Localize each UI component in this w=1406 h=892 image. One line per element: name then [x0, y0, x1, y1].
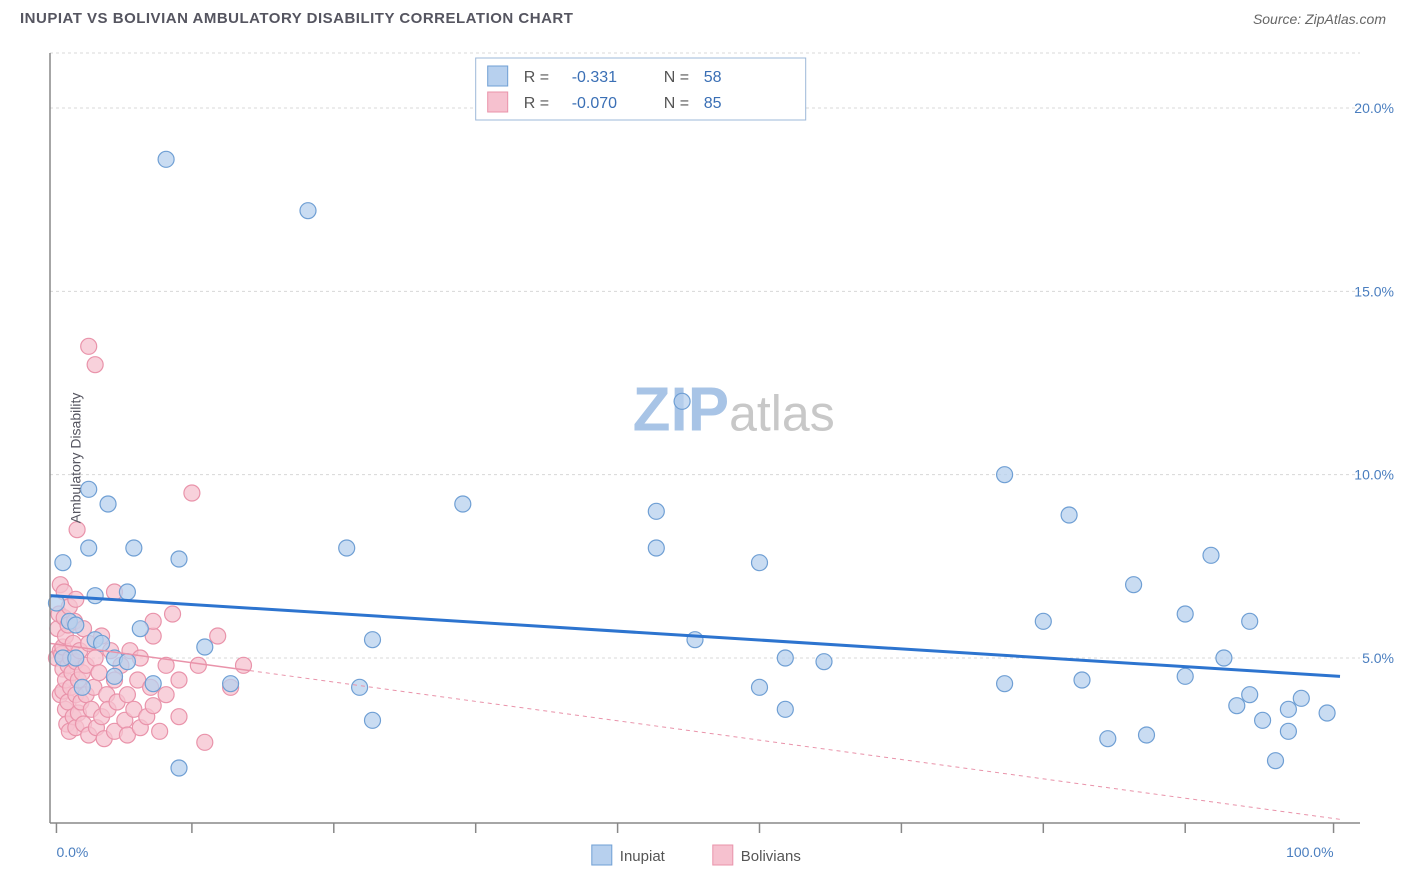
- inupiat-point: [223, 676, 239, 692]
- inupiat-point: [1061, 507, 1077, 523]
- stats-swatch: [488, 66, 508, 86]
- inupiat-point: [687, 632, 703, 648]
- inupiat-point: [197, 639, 213, 655]
- bolivians-point: [81, 338, 97, 354]
- inupiat-point: [674, 393, 690, 409]
- inupiat-point: [119, 584, 135, 600]
- inupiat-point: [648, 503, 664, 519]
- inupiat-point: [68, 617, 84, 633]
- inupiat-point: [55, 555, 71, 571]
- inupiat-point: [1139, 727, 1155, 743]
- inupiat-point: [1216, 650, 1232, 666]
- bolivians-point: [184, 485, 200, 501]
- y-axis-label: Ambulatory Disability: [67, 393, 83, 524]
- inupiat-point: [752, 679, 768, 695]
- inupiat-point: [1242, 613, 1258, 629]
- bolivians-point: [190, 657, 206, 673]
- inupiat-point: [126, 540, 142, 556]
- inupiat-point: [1177, 606, 1193, 622]
- stats-n-value: 58: [704, 69, 722, 86]
- inupiat-point: [158, 151, 174, 167]
- inupiat-point: [648, 540, 664, 556]
- y-tick-label: 5.0%: [1362, 650, 1394, 666]
- bolivians-trend-dashed: [250, 671, 1340, 820]
- bolivians-point: [158, 687, 174, 703]
- bolivians-point: [152, 723, 168, 739]
- inupiat-point: [752, 555, 768, 571]
- y-tick-label: 10.0%: [1354, 467, 1394, 483]
- legend-label: Bolivians: [741, 848, 801, 865]
- x-tick-label: 0.0%: [56, 844, 88, 860]
- inupiat-point: [74, 679, 90, 695]
- inupiat-point: [1319, 705, 1335, 721]
- inupiat-point: [171, 760, 187, 776]
- bolivians-point: [87, 650, 103, 666]
- inupiat-point: [997, 676, 1013, 692]
- inupiat-point: [777, 650, 793, 666]
- bolivians-point: [68, 591, 84, 607]
- stats-n-label: N =: [664, 95, 689, 112]
- stats-r-label: R =: [524, 95, 549, 112]
- stats-n-label: N =: [664, 69, 689, 86]
- inupiat-point: [365, 712, 381, 728]
- bolivians-point: [91, 665, 107, 681]
- x-tick-label: 100.0%: [1286, 844, 1333, 860]
- inupiat-point: [1100, 731, 1116, 747]
- inupiat-point: [300, 203, 316, 219]
- stats-r-label: R =: [524, 69, 549, 86]
- inupiat-point: [81, 540, 97, 556]
- inupiat-point: [1177, 668, 1193, 684]
- inupiat-point: [1074, 672, 1090, 688]
- inupiat-point: [1280, 723, 1296, 739]
- legend-swatch: [713, 845, 733, 865]
- inupiat-point: [100, 496, 116, 512]
- bolivians-point: [171, 709, 187, 725]
- inupiat-point: [1268, 753, 1284, 769]
- inupiat-point: [1035, 613, 1051, 629]
- inupiat-point: [145, 676, 161, 692]
- chart-title: INUPIAT VS BOLIVIAN AMBULATORY DISABILIT…: [20, 10, 573, 27]
- y-tick-label: 15.0%: [1354, 283, 1394, 299]
- inupiat-point: [365, 632, 381, 648]
- inupiat-point: [1229, 698, 1245, 714]
- inupiat-point: [352, 679, 368, 695]
- inupiat-point: [1293, 690, 1309, 706]
- bolivians-point: [171, 672, 187, 688]
- inupiat-point: [997, 467, 1013, 483]
- stats-r-value: -0.070: [572, 95, 617, 112]
- legend-swatch: [592, 845, 612, 865]
- inupiat-point: [87, 588, 103, 604]
- chart-svg: ZIPatlas 0.0% 100.0% 5.0% 10.0% 15.0% 20.0% R =…: [0, 33, 1406, 883]
- inupiat-point: [132, 621, 148, 637]
- inupiat-point: [455, 496, 471, 512]
- bolivians-point: [69, 522, 85, 538]
- inupiat-point: [1255, 712, 1271, 728]
- bolivians-point: [87, 357, 103, 373]
- stats-swatch: [488, 92, 508, 112]
- inupiat-point: [777, 701, 793, 717]
- y-tick-label: 20.0%: [1354, 100, 1394, 116]
- inupiat-point: [119, 654, 135, 670]
- stats-r-value: -0.331: [572, 69, 617, 86]
- inupiat-point: [107, 668, 123, 684]
- inupiat-point: [1280, 701, 1296, 717]
- inupiat-point: [1242, 687, 1258, 703]
- bolivians-point: [145, 698, 161, 714]
- watermark: ZIPatlas: [633, 376, 835, 445]
- legend-label: Inupiat: [620, 848, 666, 865]
- bolivians-point: [119, 687, 135, 703]
- inupiat-point: [68, 650, 84, 666]
- stats-n-value: 85: [704, 95, 722, 112]
- inupiat-point: [1203, 547, 1219, 563]
- chart-area: Ambulatory Disability ZIPatlas 0.0% 100.0%…: [0, 33, 1406, 883]
- inupiat-point: [339, 540, 355, 556]
- bolivians-point: [210, 628, 226, 644]
- bolivians-point: [197, 734, 213, 750]
- inupiat-point: [1126, 577, 1142, 593]
- inupiat-point: [171, 551, 187, 567]
- chart-source: Source: ZipAtlas.com: [1253, 11, 1386, 27]
- inupiat-point: [816, 654, 832, 670]
- bolivians-point: [165, 606, 181, 622]
